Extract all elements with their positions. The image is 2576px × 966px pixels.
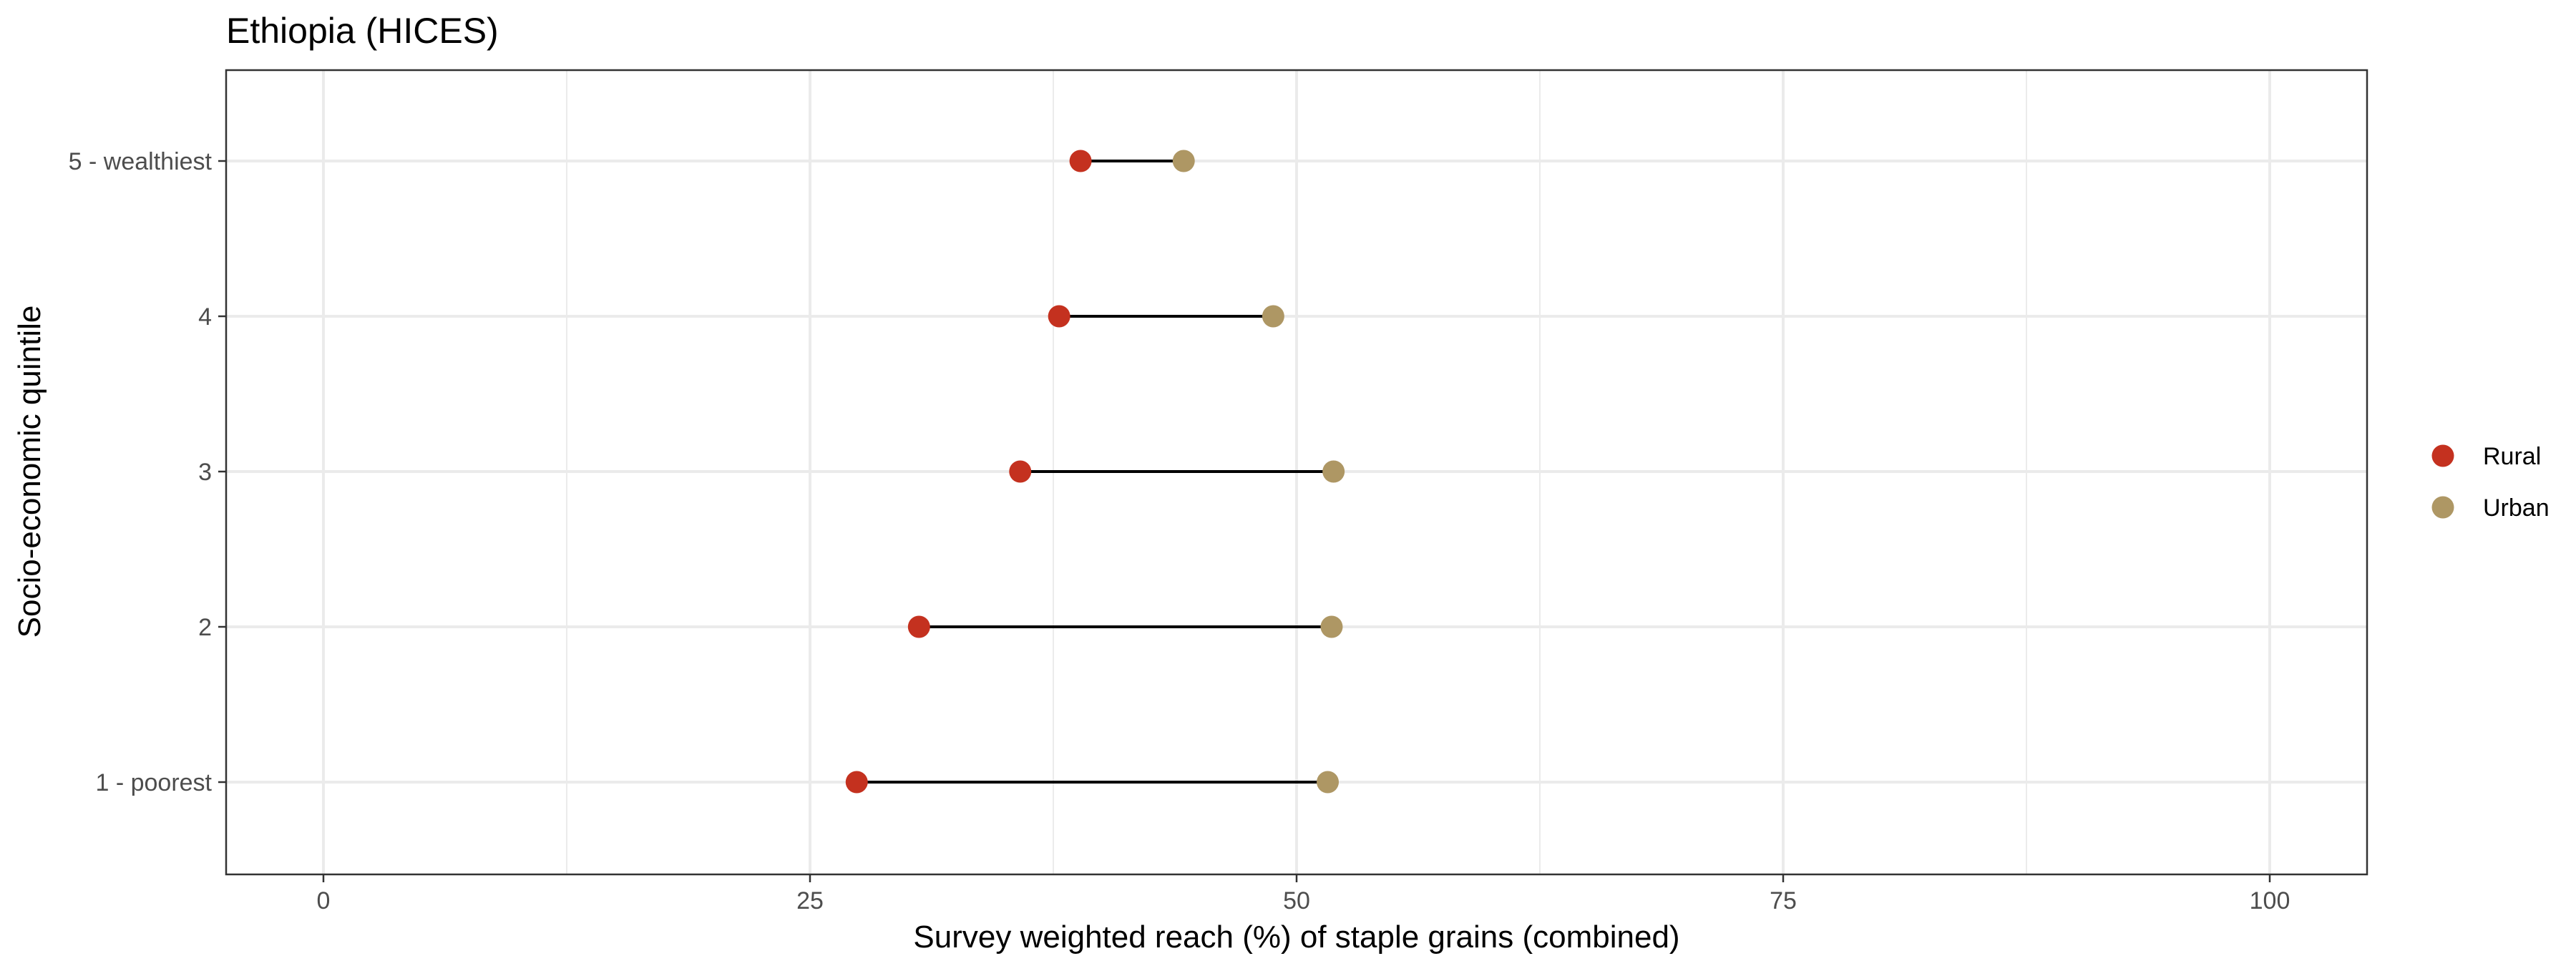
y-tick-label: 3 xyxy=(198,459,212,486)
rural-point xyxy=(907,615,930,638)
x-tick-label: 50 xyxy=(1283,887,1310,914)
y-axis: 1 - poorest 2 3 4 5 - wealthiest xyxy=(69,148,226,796)
y-tick-label: 2 xyxy=(198,614,212,641)
urban-point xyxy=(1262,305,1284,328)
data-points xyxy=(845,150,1345,794)
legend-label-urban: Urban xyxy=(2483,494,2550,522)
x-tick-label: 75 xyxy=(1770,887,1797,914)
chart-title: Ethiopia (HICES) xyxy=(226,11,499,51)
rural-point xyxy=(1009,460,1032,483)
gridlines xyxy=(226,70,2367,874)
legend-label-rural: Rural xyxy=(2483,443,2541,470)
legend-key-urban xyxy=(2431,496,2454,519)
legend: Rural Urban xyxy=(2431,443,2550,522)
rural-point xyxy=(1069,150,1092,172)
y-tick-label: 5 - wealthiest xyxy=(69,148,213,175)
rural-point xyxy=(1048,305,1070,328)
x-tick-label: 0 xyxy=(317,887,331,914)
urban-point xyxy=(1172,150,1195,172)
y-tick-label: 4 xyxy=(198,303,212,331)
x-tick-label: 100 xyxy=(2250,887,2290,914)
legend-key-rural xyxy=(2431,444,2454,467)
y-tick-label: 1 - poorest xyxy=(95,769,212,796)
dumbbell-segments xyxy=(857,160,1334,784)
urban-point xyxy=(1317,771,1340,794)
x-axis: 0 25 50 75 100 xyxy=(317,874,2290,914)
y-axis-title: Socio-economic quintile xyxy=(12,306,47,638)
x-axis-title: Survey weighted reach (%) of staple grai… xyxy=(913,919,1679,955)
x-tick-label: 25 xyxy=(796,887,824,914)
rural-point xyxy=(845,771,868,794)
urban-point xyxy=(1322,460,1345,483)
urban-point xyxy=(1320,615,1343,638)
